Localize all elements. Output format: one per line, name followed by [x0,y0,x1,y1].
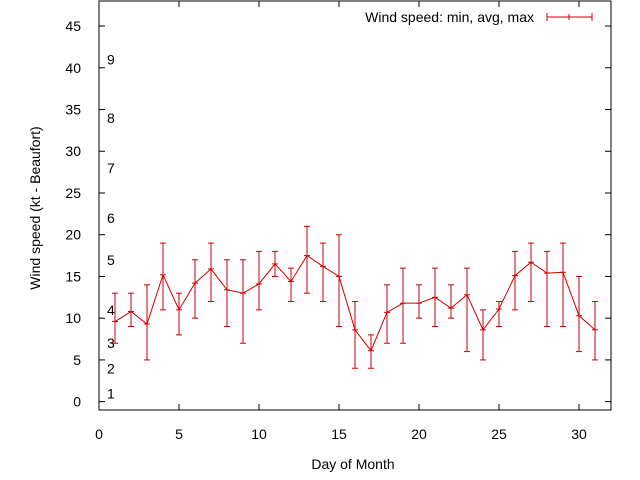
y-tick-label: 5 [73,352,81,368]
beaufort-label: 5 [107,252,115,268]
y-tick-label: 0 [73,394,81,410]
y-tick-label: 45 [65,18,81,34]
beaufort-label: 1 [107,385,115,401]
beaufort-label: 7 [107,160,115,176]
x-tick-label: 25 [491,426,507,442]
series-layer [112,225,598,369]
y-tick-label: 15 [65,268,81,284]
x-axis-label: Day of Month [311,456,394,472]
y-tick-label: 40 [65,60,81,76]
y-axis-label: Wind speed (kt - Beaufort) [27,126,43,289]
y-tick-label: 25 [65,185,81,201]
x-tick-label: 20 [411,426,427,442]
y-tick-label: 20 [65,227,81,243]
beaufort-label: 4 [107,302,115,318]
y-tick-label: 10 [65,310,81,326]
y-tick-label: 30 [65,143,81,159]
beaufort-label: 9 [107,51,115,67]
plot-frame [98,0,612,411]
x-tick-label: 30 [571,426,587,442]
y-tick-label: 35 [65,102,81,118]
plot-area [98,0,612,411]
legend-label: Wind speed: min, avg, max [365,9,534,25]
beaufort-label: 8 [107,110,115,126]
x-tick-label: 10 [251,426,267,442]
beaufort-label: 2 [107,360,115,376]
beaufort-label: 6 [107,210,115,226]
x-tick-label: 0 [95,426,103,442]
x-tick-label: 5 [175,426,183,442]
legend: Wind speed: min, avg, max [365,9,593,25]
x-tick-label: 15 [331,426,347,442]
beaufort-label: 3 [107,335,115,351]
beaufort-scale: 1 2 3 4 5 6 7 8 9 [107,51,115,401]
